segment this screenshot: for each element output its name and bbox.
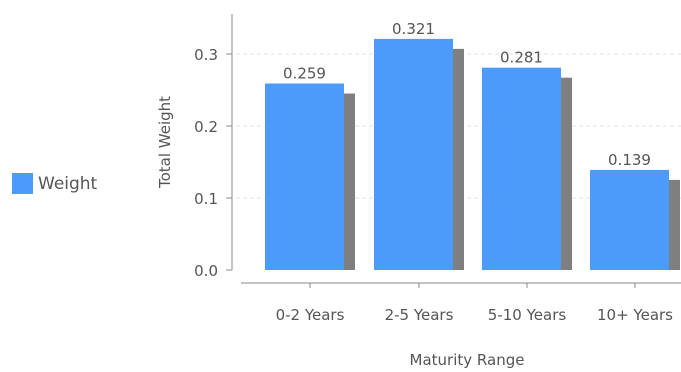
y-tick-label: 0.2: [194, 118, 218, 136]
bar-data-label: 0.259: [283, 65, 326, 83]
legend-label-weight: Weight: [38, 173, 98, 194]
x-axis-title: Maturity Range: [410, 351, 525, 369]
bar: [482, 67, 561, 271]
legend-swatch-weight: [12, 173, 33, 194]
x-tick-label: 5-10 Years: [488, 306, 567, 324]
x-tick-label: 2-5 Years: [385, 306, 454, 324]
bar: [265, 83, 344, 271]
bar: [374, 38, 453, 270]
bar: [590, 169, 669, 270]
bar-data-label: 0.321: [392, 20, 435, 38]
bar-data-label: 0.281: [500, 49, 543, 67]
y-tick-label: 0.0: [194, 262, 218, 280]
y-tick-label: 0.3: [194, 46, 218, 64]
axes: [231, 14, 681, 284]
bar-shadow: [669, 179, 680, 270]
y-axis-title: Total Weight: [156, 96, 174, 189]
legend: Weight: [12, 173, 97, 194]
y-tick-label: 0.1: [194, 190, 218, 208]
bar-data-label: 0.139: [608, 151, 651, 169]
x-tick-label: 10+ Years: [597, 306, 673, 324]
bar-shadow: [453, 48, 464, 270]
bar-shadow: [561, 77, 572, 271]
bars: [265, 38, 680, 271]
bar-shadow: [344, 93, 355, 271]
x-tick-label: 0-2 Years: [276, 306, 345, 324]
labels: 0.0 0.1 0.2 0.3 0.259 0-2 Years 0.321 2-5 Years…: [194, 20, 673, 324]
